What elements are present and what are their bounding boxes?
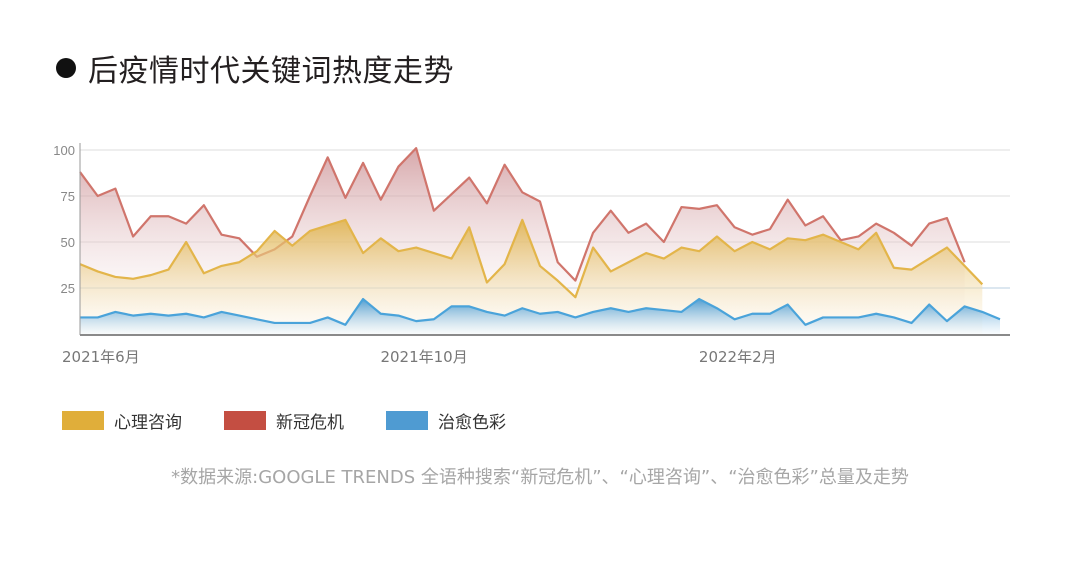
svg-text:2021年10月: 2021年10月 [380,348,467,366]
x-axis-labels: 2021年6月 2021年10月 2022年2月 [62,348,777,366]
axes [79,143,1010,336]
chart-title: 后疫情时代关键词热度走势 [56,46,454,90]
svg-text:50: 50 [61,235,75,250]
legend: 心理咨询 新冠危机 治愈色彩 [62,408,548,433]
series-治愈色彩 [80,297,1001,334]
legend-swatch-yellow [62,411,104,430]
bullet-icon [56,58,76,78]
svg-text:75: 75 [61,189,75,204]
source-note: *数据来源:GOOGLE TRENDS 全语种搜索“新冠危机”、“心理咨询”、“… [171,467,909,488]
legend-label: 治愈色彩 [438,413,506,433]
legend-swatch-blue [386,411,428,430]
chart-title-text: 后疫情时代关键词热度走势 [88,54,454,89]
area-chart: 25 50 75 100 2021年6月 2021年10月 2022年2月 [53,143,1010,366]
svg-text:2021年6月: 2021年6月 [62,348,140,366]
legend-swatch-red [224,411,266,430]
legend-item-healing: 治愈色彩 [386,408,506,433]
series-心理咨询 [79,218,984,334]
series-areas [79,147,1001,334]
legend-label: 新冠危机 [276,413,344,433]
legend-item-covid: 新冠危机 [224,408,344,433]
svg-text:100: 100 [53,143,75,158]
legend-item-psych: 心理咨询 [62,408,182,433]
svg-text:2022年2月: 2022年2月 [699,348,777,366]
y-axis-labels: 25 50 75 100 [53,143,75,296]
legend-label: 心理咨询 [114,413,182,433]
svg-text:25: 25 [61,281,75,296]
